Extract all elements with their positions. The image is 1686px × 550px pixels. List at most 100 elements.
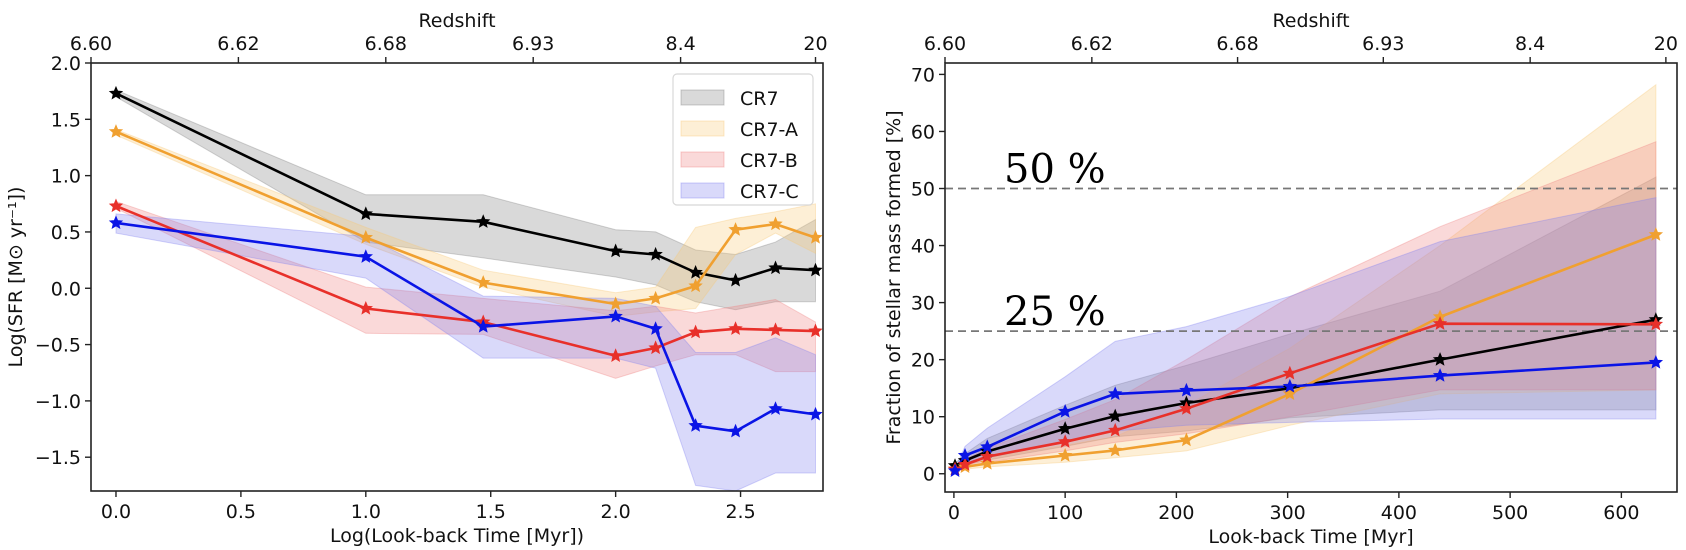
right-point-cr7-a [1179,432,1194,447]
legend-label-cr7-a: CR7-A [740,119,798,141]
right-panel-mass-fraction: 0 100 200 300 400 500 600 0 10 20 30 40 50 60 70 6.60… [883,10,1678,548]
right-x-tick-label: 400 [1381,502,1417,524]
left-top-tick-label: 6.68 [365,33,407,55]
right-point-cr7-a [1108,442,1123,457]
right-top-tick-label: 6.62 [1071,33,1113,55]
right-point-cr7-b [957,457,973,471]
left-y-tick-label: 0.5 [51,222,81,244]
left-x-tick-label: 1.5 [476,501,506,523]
right-y-tick-label: 10 [911,407,935,429]
right-y-tick-label: 0 [923,464,935,486]
left-point-cr7-b [108,198,124,213]
left-y-tick-label: −1.0 [35,391,81,413]
right-point-cr7-a [980,455,995,470]
left-point-cr7-c [608,308,623,323]
left-y-tick-label: 2.0 [51,53,81,75]
right-y-tick-label: 60 [911,121,935,143]
right-point-cr7-c [1057,404,1073,418]
left-y-tick-label: 1.5 [51,109,81,131]
annotation-25-percent: 25 % [1004,289,1106,335]
legend-label-cr7-b: CR7-B [740,150,798,172]
left-y-axis-label: Log(SFR [M⊙ yr⁻¹]) [5,187,27,368]
right-point-cr7-c [1648,354,1664,369]
right-top-tick-label: 6.60 [924,33,966,55]
left-point-cr7-a [108,124,124,138]
right-top-tick-label: 20 [1654,33,1678,55]
right-point-cr7-b [1108,422,1123,437]
left-point-cr7-b [648,340,663,355]
left-x-tick-label: 2.0 [601,501,631,523]
left-point-cr7-a [808,230,823,244]
left-x-ticks: 0.0 0.5 1.0 1.5 2.0 2.5 [101,491,756,523]
right-y-axis-label: Fraction of stellar mass formed [%] [883,110,905,444]
left-point-cr7-b [808,323,823,338]
left-point-cr7 [358,206,373,221]
right-point-cr7 [1057,421,1073,435]
left-point-cr7-c [108,215,124,230]
right-point-cr7-c [1108,386,1123,400]
left-y-tick-label: 1.0 [51,166,81,188]
left-point-cr7-c [808,406,823,421]
right-x-tick-label: 500 [1492,502,1528,524]
right-point-cr7-a [1648,227,1664,241]
right-y-tick-label: 40 [911,236,935,258]
right-top-tick-label: 6.93 [1362,33,1404,55]
left-point-cr7-b [358,300,373,315]
left-point-cr7-a [608,296,623,311]
right-point-cr7-b [1282,365,1298,380]
right-point-cr7-b [1179,401,1194,415]
right-plot-frame [944,62,1678,493]
left-point-cr7-c [728,423,743,438]
left-point-cr7-a [476,275,491,289]
left-point-cr7-c [768,401,783,415]
right-x-tick-label: 200 [1158,502,1194,524]
left-point-cr7-c [688,418,703,432]
left-point-cr7-c [648,321,663,335]
right-point-cr7-a [1057,447,1073,462]
right-top-tick-label: 6.68 [1216,33,1258,55]
right-x-tick-label: 100 [1047,502,1083,524]
legend-label-cr7-c: CR7-C [740,181,799,203]
legend-swatch-cr7-a [680,120,725,137]
right-point-cr7-c [1432,368,1448,382]
left-point-cr7 [688,264,703,279]
left-top-tick-label: 6.62 [217,33,259,55]
right-point-cr7-b [1432,316,1448,330]
right-point-cr7-c [947,463,963,477]
left-point-cr7-c [476,319,491,333]
legend: CR7 CR7-A CR7-B CR7-C [672,73,814,206]
annotation-50-percent: 50 % [1004,147,1106,193]
right-top-axis-label: Redshift [1272,10,1349,32]
left-plot-frame [90,62,824,492]
left-x-tick-label: 1.0 [351,501,381,523]
legend-swatch-cr7 [680,89,725,106]
right-top-tick-label: 8.4 [1515,33,1545,55]
left-x-tick-label: 0.5 [226,501,256,523]
left-top-tick-label: 20 [803,33,827,55]
right-point-cr7-b [1057,434,1073,448]
right-markers [947,227,1664,477]
right-y-tick-label: 30 [911,293,935,315]
left-point-cr7-a [688,278,703,293]
right-y-tick-label: 20 [911,350,935,372]
left-point-cr7 [648,246,663,261]
right-x-ticks: 0 100 200 300 400 500 600 [948,492,1640,524]
left-top-tick-label: 8.4 [665,33,695,55]
right-point-cr7-c [957,447,973,462]
right-x-tick-label: 300 [1270,502,1306,524]
left-top-tick-label: 6.93 [512,33,554,55]
right-annotations: 50 % 25 % [1004,147,1106,336]
left-point-cr7-a [728,222,743,236]
right-x-tick-label: 0 [948,502,960,524]
left-point-cr7-b [688,324,703,339]
left-band-cr7 [115,89,816,311]
left-x-axis-label: Log(Look-back Time [Myr]) [330,525,584,547]
left-point-cr7-a [358,230,373,244]
left-point-cr7-b [608,348,623,362]
legend-swatch-cr7-c [680,182,725,199]
left-y-tick-label: 0.0 [51,278,81,300]
left-y-tick-label: −1.5 [35,447,81,469]
right-point-cr7 [1432,352,1448,366]
legend-box [672,73,814,206]
